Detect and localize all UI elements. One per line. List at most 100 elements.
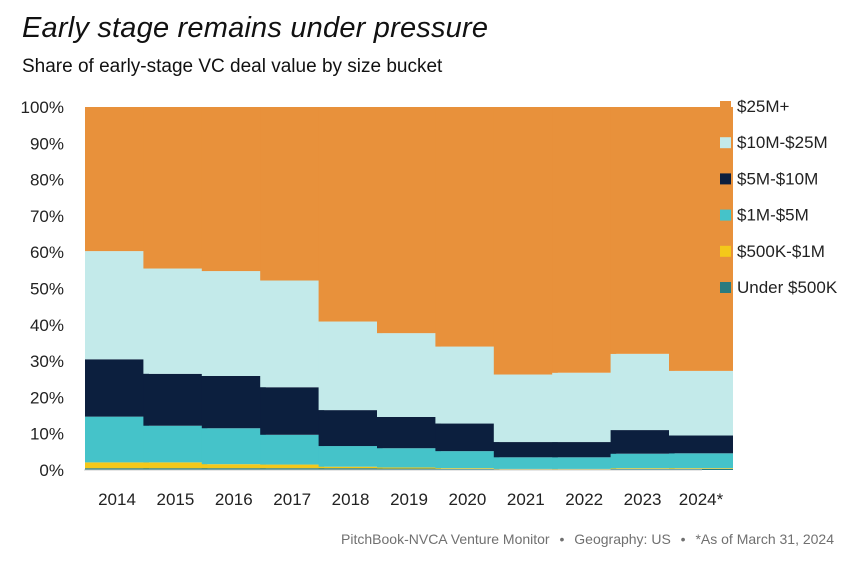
bar-segment xyxy=(669,435,733,454)
bar-segment xyxy=(85,416,149,463)
bar-segment xyxy=(377,417,441,449)
bar-segment xyxy=(85,462,149,469)
legend-swatch xyxy=(720,282,731,293)
bar-segment xyxy=(435,423,500,452)
x-tick-label: 2018 xyxy=(332,490,370,509)
bar-segment xyxy=(201,271,266,376)
bar-segment xyxy=(493,374,558,443)
y-tick-label: 20% xyxy=(30,388,64,407)
x-tick-label: 2017 xyxy=(273,490,311,509)
bar-segment xyxy=(610,107,675,354)
bar-segment xyxy=(318,468,383,470)
bar-segment xyxy=(201,375,266,429)
bar-segment xyxy=(85,468,149,470)
bar-segment xyxy=(552,372,617,443)
y-tick-label: 60% xyxy=(30,243,64,262)
bar-segment xyxy=(377,467,441,469)
y-tick-label: 0% xyxy=(39,461,64,480)
bar-segment xyxy=(201,107,266,272)
bar-segment xyxy=(493,442,558,458)
bar-segment xyxy=(318,410,383,447)
legend-swatch xyxy=(720,101,731,112)
source-publisher: PitchBook-NVCA Venture Monitor xyxy=(341,531,550,547)
bar-segment xyxy=(143,373,208,426)
legend-label: $1M-$5M xyxy=(737,206,809,225)
bar-segment xyxy=(377,468,441,470)
bar-segment xyxy=(669,370,733,436)
bar-segment xyxy=(435,451,500,469)
bar-segment xyxy=(318,321,383,411)
x-tick-label: 2015 xyxy=(156,490,194,509)
bar-segment xyxy=(260,107,325,281)
bar-segment xyxy=(260,464,325,469)
legend-label: $25M+ xyxy=(737,97,790,116)
chart-subtitle: Share of early-stage VC deal value by si… xyxy=(22,56,443,77)
bar-segment xyxy=(610,430,675,454)
bar-segment xyxy=(669,107,733,371)
bar-segment xyxy=(85,359,149,417)
bar-segment xyxy=(318,466,383,469)
y-tick-label: 90% xyxy=(30,134,64,153)
bar-segment xyxy=(143,468,208,470)
x-tick-label: 2022 xyxy=(565,490,603,509)
x-tick-label: 2020 xyxy=(448,490,486,509)
y-tick-label: 70% xyxy=(30,207,64,226)
bar-segment xyxy=(260,387,325,435)
bar-segment xyxy=(552,442,617,458)
source-note: PitchBook-NVCA Venture Monitor • Geograp… xyxy=(341,531,834,547)
bar-segment xyxy=(552,457,617,469)
y-tick-label: 10% xyxy=(30,425,64,444)
bar-segment xyxy=(143,462,208,469)
bar-segment xyxy=(143,107,208,269)
bar-segment xyxy=(85,251,149,360)
bar-segment xyxy=(377,107,441,334)
x-tick-label: 2016 xyxy=(215,490,253,509)
legend-swatch xyxy=(720,137,731,149)
bar-segment xyxy=(435,346,500,424)
source-separator: • xyxy=(559,531,565,547)
bar-segment xyxy=(610,468,675,469)
legend-label: $5M-$10M xyxy=(737,169,818,188)
bar-segment xyxy=(260,468,325,470)
source-separator: • xyxy=(680,531,686,547)
bar-segment xyxy=(493,107,558,375)
x-tick-label: 2023 xyxy=(624,490,662,509)
legend-swatch xyxy=(720,245,731,257)
y-tick-label: 80% xyxy=(30,171,64,190)
bar-segment xyxy=(377,333,441,417)
bar-segment xyxy=(143,425,208,463)
bar-segment xyxy=(610,453,675,469)
bar-segment xyxy=(201,468,266,470)
bar-segment xyxy=(552,107,617,373)
bar-segment xyxy=(201,464,266,469)
bar-segment xyxy=(143,268,208,374)
bar-segment xyxy=(669,468,733,469)
legend-swatch xyxy=(720,173,731,185)
bar-segment xyxy=(377,448,441,468)
source-geography: Geography: US xyxy=(574,531,671,547)
legend-label: $500K-$1M xyxy=(737,242,825,261)
y-tick-label: 100% xyxy=(21,98,64,117)
x-tick-label: 2019 xyxy=(390,490,428,509)
legend-label: $10M-$25M xyxy=(737,133,828,152)
bar-segment xyxy=(260,434,325,465)
bar-segment xyxy=(435,107,500,347)
x-tick-label: 2014 xyxy=(98,490,136,509)
bar-segment xyxy=(493,457,558,469)
bar-segment xyxy=(435,468,500,470)
bar-segment xyxy=(435,468,500,469)
y-tick-label: 40% xyxy=(30,316,64,335)
y-tick-label: 50% xyxy=(30,280,64,299)
chart-title: Early stage remains under pressure xyxy=(22,12,489,44)
bar-segment xyxy=(610,468,675,470)
bar-segment xyxy=(669,453,733,469)
bar-segment xyxy=(318,107,383,322)
y-tick-label: 30% xyxy=(30,352,64,371)
bar-segment xyxy=(318,446,383,467)
bar-segment xyxy=(610,353,675,431)
legend-swatch xyxy=(720,209,731,221)
source-footnote: *As of March 31, 2024 xyxy=(695,531,834,547)
x-tick-label: 2021 xyxy=(507,490,545,509)
bar-segment xyxy=(669,468,733,470)
